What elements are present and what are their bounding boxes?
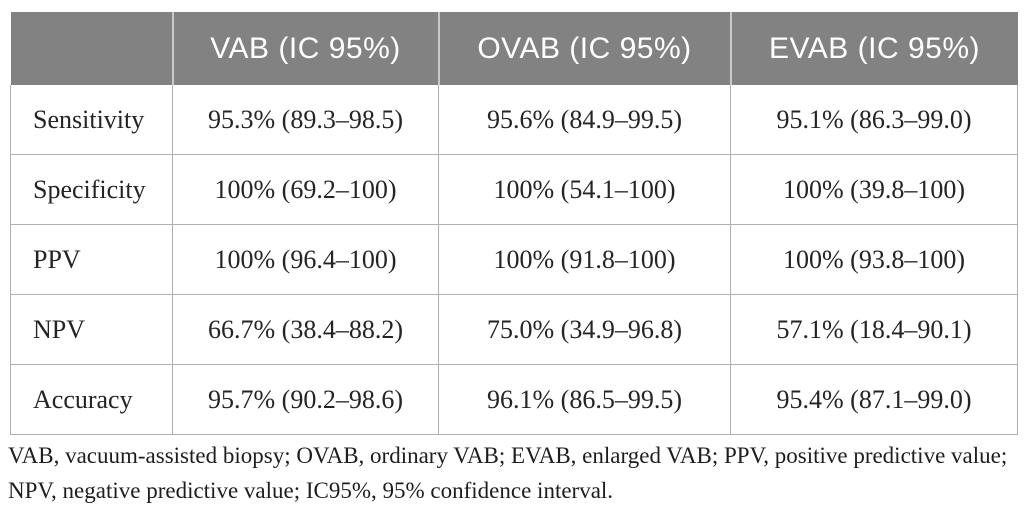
- value-cell: 95.4% (87.1–99.0): [730, 364, 1018, 435]
- value-cell: 95.6% (84.9–99.5): [438, 85, 731, 155]
- table-row-npv: NPV 66.7% (38.4–88.2) 75.0% (34.9–96.8) …: [10, 294, 1018, 365]
- value-cell: 57.1% (18.4–90.1): [730, 294, 1018, 365]
- table-row-ppv: PPV 100% (96.4–100) 100% (91.8–100) 100%…: [10, 224, 1018, 295]
- header-ovab: OVAB (IC 95%): [437, 12, 731, 85]
- header-vab: VAB (IC 95%): [171, 12, 439, 85]
- value-cell: 95.1% (86.3–99.0): [730, 85, 1018, 155]
- table-row-accuracy: Accuracy 95.7% (90.2–98.6) 96.1% (86.5–9…: [10, 364, 1018, 435]
- row-label: Sensitivity: [10, 85, 173, 155]
- row-label: Accuracy: [10, 364, 173, 435]
- table-row-specificity: Specificity 100% (69.2–100) 100% (54.1–1…: [10, 154, 1018, 225]
- table-row-sensitivity: Sensitivity 95.3% (89.3–98.5) 95.6% (84.…: [10, 85, 1018, 155]
- header-empty-cell: [10, 12, 173, 85]
- metrics-table: VAB (IC 95%) OVAB (IC 95%) EVAB (IC 95%)…: [10, 12, 1018, 435]
- value-cell: 66.7% (38.4–88.2): [172, 294, 439, 365]
- table-footnote: VAB, vacuum-assisted biopsy; OVAB, ordin…: [8, 443, 1008, 503]
- header-evab: EVAB (IC 95%): [729, 12, 1018, 85]
- value-cell: 96.1% (86.5–99.5): [438, 364, 731, 435]
- value-cell: 95.7% (90.2–98.6): [172, 364, 439, 435]
- value-cell: 95.3% (89.3–98.5): [172, 85, 439, 155]
- row-label: NPV: [10, 294, 173, 365]
- header-row: VAB (IC 95%) OVAB (IC 95%) EVAB (IC 95%): [10, 12, 1018, 85]
- row-label: Specificity: [10, 154, 173, 225]
- value-cell: 75.0% (34.9–96.8): [438, 294, 731, 365]
- value-cell: 100% (93.8–100): [730, 224, 1018, 295]
- value-cell: 100% (69.2–100): [172, 154, 439, 225]
- value-cell: 100% (54.1–100): [438, 154, 731, 225]
- row-label: PPV: [10, 224, 173, 295]
- value-cell: 100% (91.8–100): [438, 224, 731, 295]
- value-cell: 100% (96.4–100): [172, 224, 439, 295]
- value-cell: 100% (39.8–100): [730, 154, 1018, 225]
